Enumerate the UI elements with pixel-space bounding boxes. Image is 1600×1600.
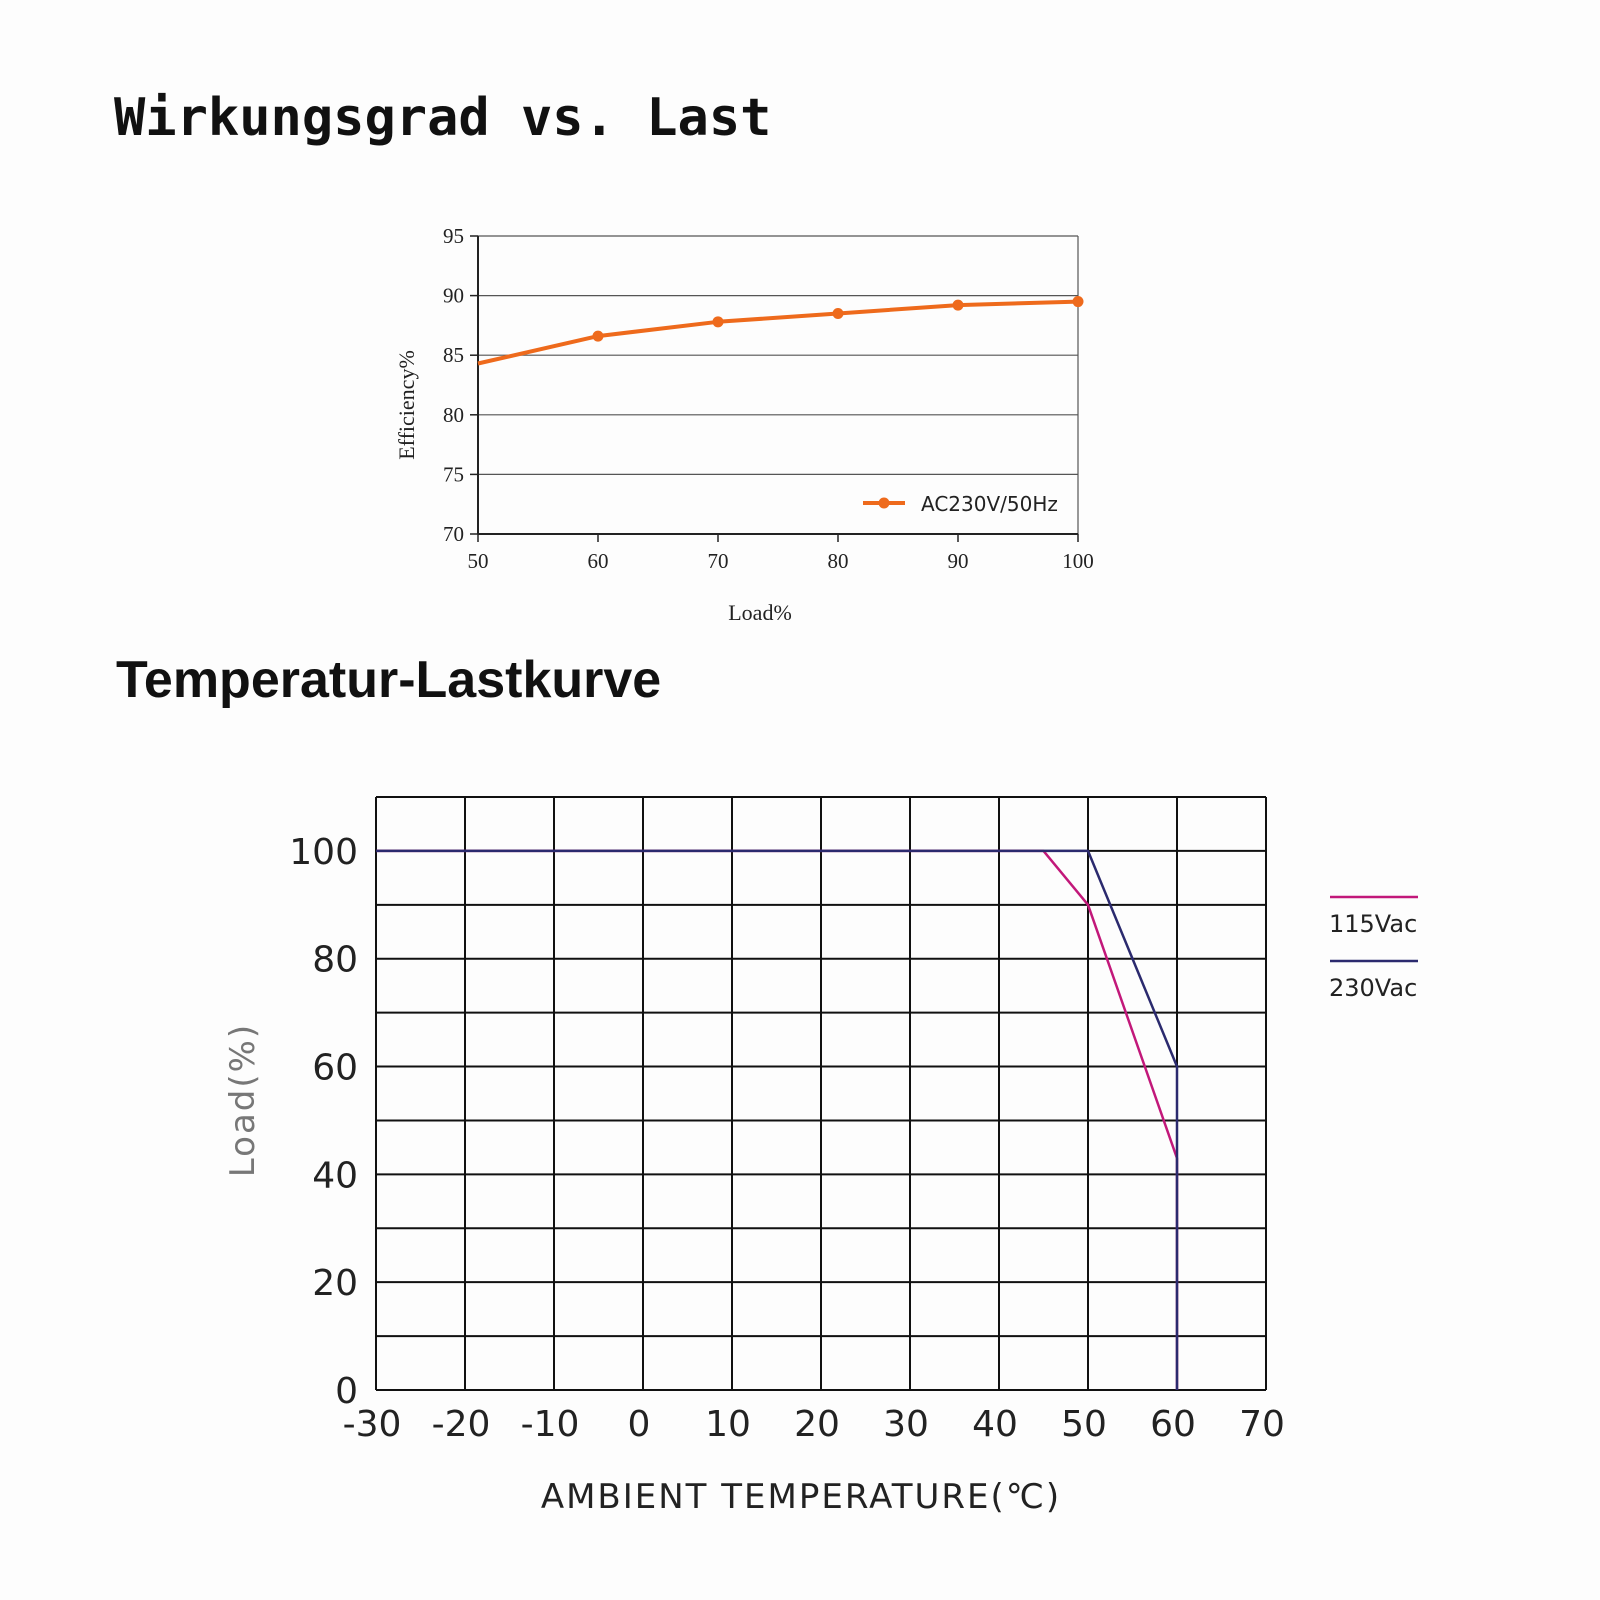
- legend-swatch-marker: [878, 497, 890, 509]
- y-tick-label: 85: [443, 343, 464, 367]
- y-tick-label: 100: [289, 832, 358, 873]
- series-230vac-line: [376, 849, 1179, 1390]
- legend-115vac-label: 115Vac: [1329, 910, 1417, 938]
- y-tick-label: 20: [312, 1263, 358, 1304]
- x-tick-label: -20: [432, 1404, 491, 1445]
- x-tick-label: 10: [705, 1404, 751, 1445]
- y-tick-label: 80: [312, 940, 358, 981]
- x-tick-label: 90: [948, 549, 969, 573]
- y-axis-label: Load(%): [223, 1023, 263, 1177]
- x-tick-label: -30: [343, 1404, 402, 1445]
- x-tick-label: 100: [1062, 549, 1094, 573]
- y-tick-label: 75: [443, 462, 464, 486]
- x-tick-label: 60: [1150, 1404, 1196, 1445]
- y-axis-label: Efficiency%: [394, 350, 419, 460]
- y-tick-label: 70: [443, 522, 464, 546]
- efficiency-chart-title: Wirkungsgrad vs. Last: [114, 88, 772, 148]
- x-tick-label: -10: [521, 1404, 580, 1445]
- x-tick-label: 30: [883, 1404, 929, 1445]
- efficiency-data-point: [952, 299, 964, 311]
- legend-230vac-label: 230Vac: [1329, 974, 1417, 1002]
- x-tick-label: 40: [972, 1404, 1018, 1445]
- x-tick-label: 20: [794, 1404, 840, 1445]
- x-tick-label: 70: [708, 549, 729, 573]
- x-axis-label: Load%: [728, 600, 792, 625]
- x-tick-label: 0: [628, 1404, 651, 1445]
- efficiency-series-line: [477, 299, 1079, 366]
- efficiency-data-point: [1072, 296, 1084, 308]
- efficiency-data-point: [592, 330, 604, 342]
- x-tick-label: 80: [828, 549, 849, 573]
- x-tick-label: 70: [1239, 1404, 1285, 1445]
- efficiency-data-point: [712, 316, 724, 328]
- y-tick-label: 95: [443, 224, 464, 248]
- legend-label: AC230V/50Hz: [921, 492, 1058, 516]
- x-axis-label: AMBIENT TEMPERATURE(℃): [541, 1477, 1061, 1517]
- y-tick-label: 80: [443, 403, 464, 427]
- y-tick-label: 90: [443, 284, 464, 308]
- y-tick-label: 40: [312, 1155, 358, 1196]
- x-tick-label: 50: [1061, 1404, 1107, 1445]
- y-tick-label: 60: [312, 1048, 358, 1089]
- x-tick-label: 60: [588, 549, 609, 573]
- efficiency-data-point: [832, 307, 844, 319]
- temperature-chart-title: Temperatur-Lastkurve: [116, 651, 662, 709]
- x-tick-label: 50: [468, 549, 489, 573]
- y-tick-label: 0: [335, 1371, 358, 1412]
